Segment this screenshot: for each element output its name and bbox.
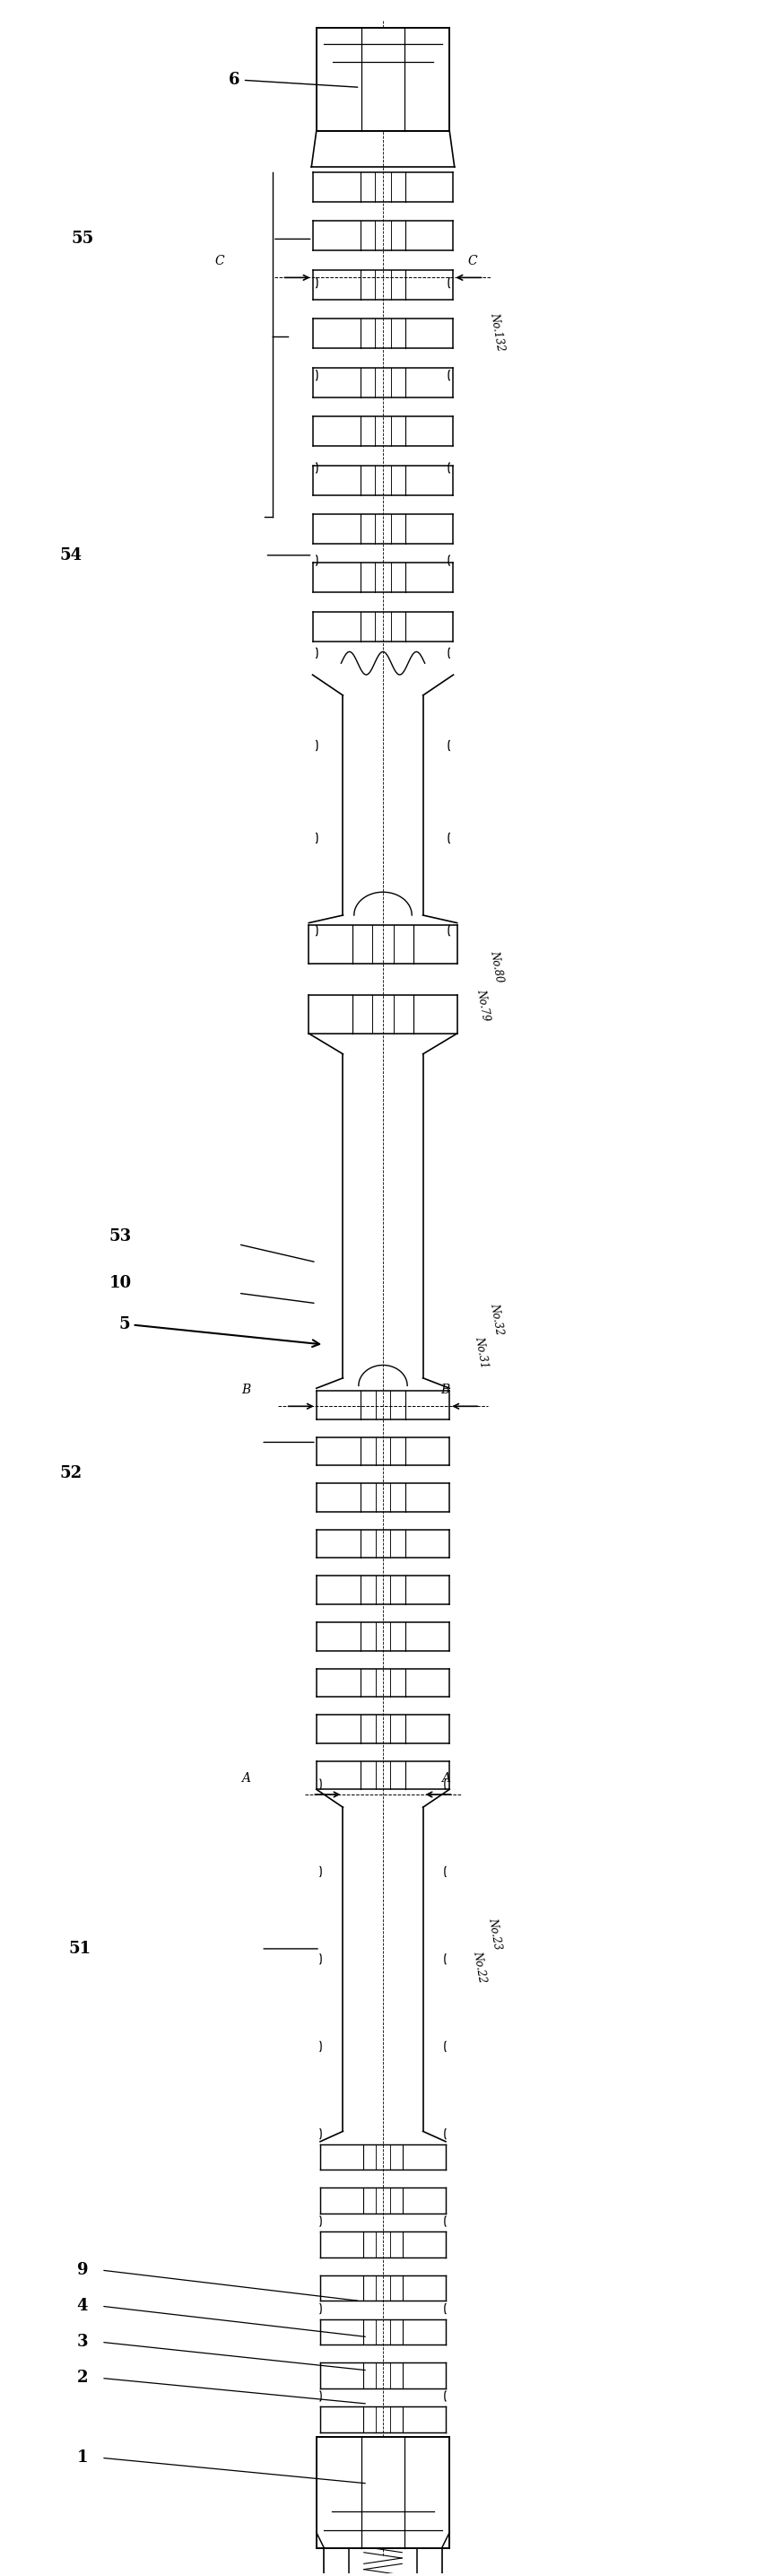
Bar (316, 2437, 449, 2548)
Text: A: A (441, 1772, 449, 1785)
Text: 9: 9 (77, 2262, 88, 2277)
Text: 5: 5 (119, 1316, 319, 1347)
Text: B: B (241, 1383, 250, 1396)
Text: 4: 4 (77, 2298, 88, 2313)
Text: No.132: No.132 (487, 312, 506, 353)
Text: No.31: No.31 (472, 1334, 490, 1368)
Text: No.22: No.22 (470, 1950, 488, 1984)
Text: 55: 55 (71, 232, 93, 247)
Text: B: B (440, 1383, 449, 1396)
Text: No.79: No.79 (474, 989, 491, 1023)
Bar (316, 28, 449, 131)
Text: 54: 54 (60, 546, 82, 564)
Text: 10: 10 (109, 1275, 132, 1291)
Text: 2: 2 (77, 2370, 88, 2385)
Text: No.32: No.32 (487, 1301, 504, 1337)
Text: 6: 6 (229, 72, 357, 88)
Text: A: A (241, 1772, 250, 1785)
Text: 51: 51 (69, 1940, 91, 1958)
Text: 53: 53 (109, 1229, 132, 1244)
Text: 52: 52 (60, 1466, 82, 1481)
Text: 3: 3 (77, 2334, 88, 2349)
Text: 1: 1 (77, 2450, 88, 2465)
Text: No.23: No.23 (486, 1917, 503, 1950)
Text: No.80: No.80 (487, 951, 504, 984)
Text: C: C (214, 255, 224, 268)
Text: C: C (467, 255, 476, 268)
